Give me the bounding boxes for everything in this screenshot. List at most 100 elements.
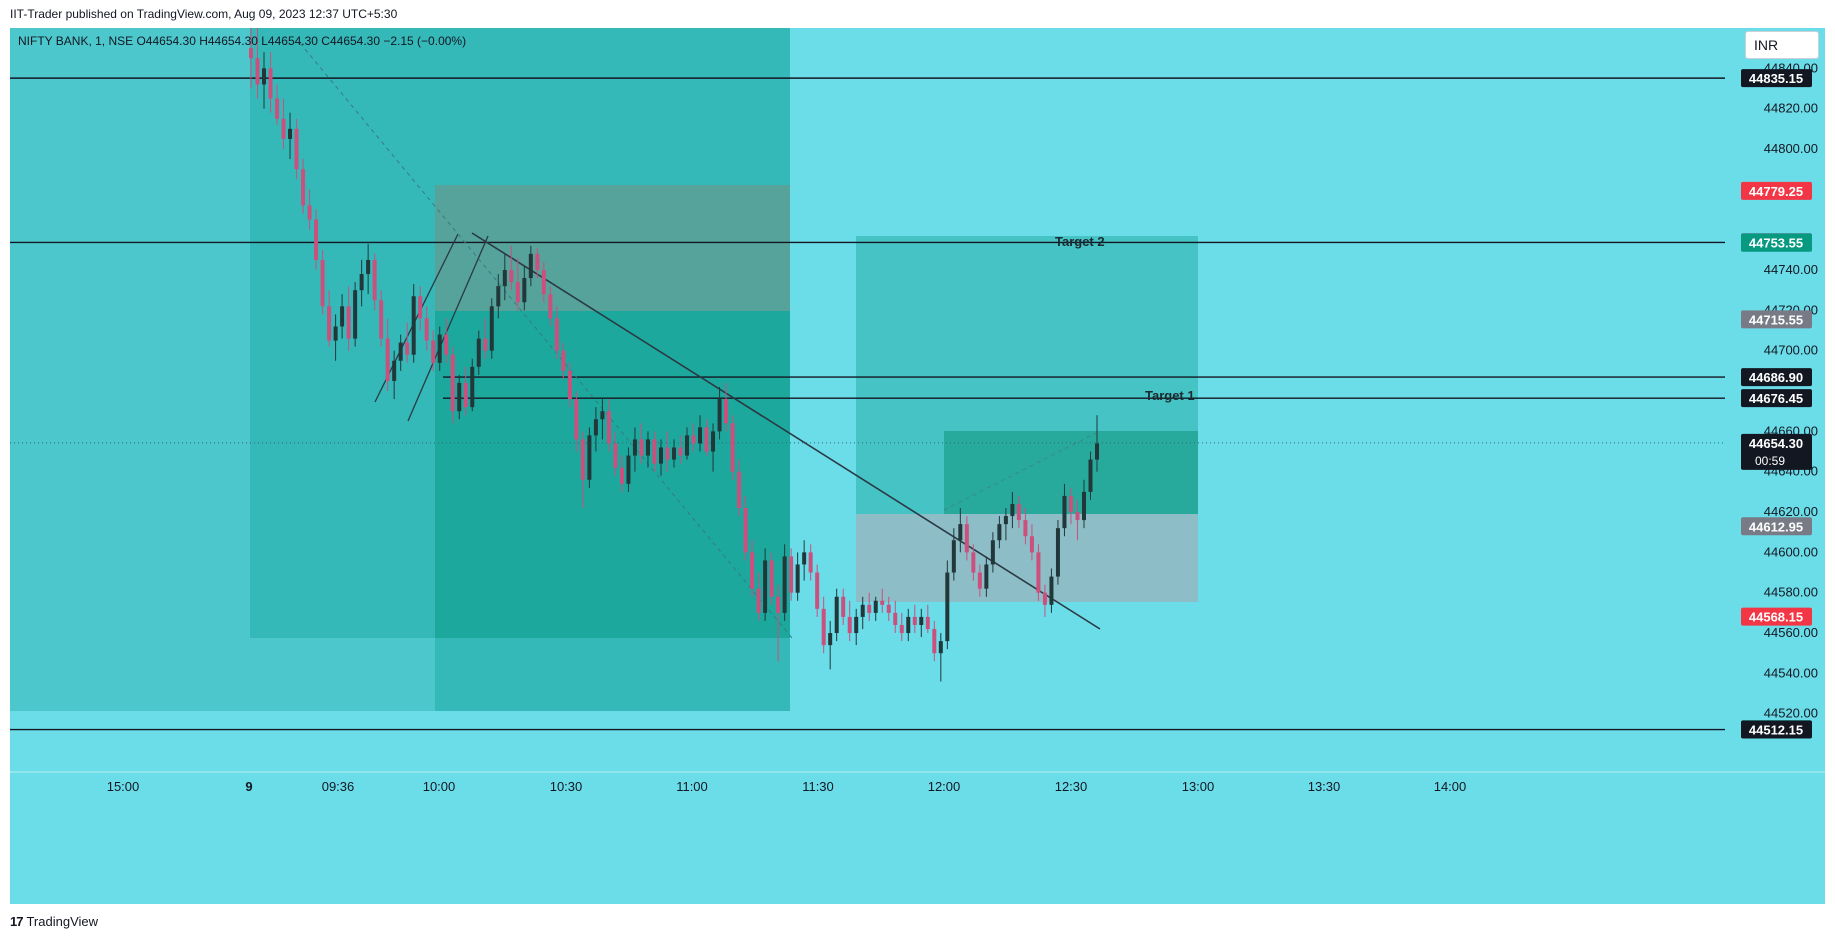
price-tag: 44612.95 bbox=[1741, 517, 1812, 536]
candle bbox=[756, 572, 761, 621]
symbol-legend: NIFTY BANK, 1, NSE O44654.30 H44654.30 L… bbox=[18, 34, 467, 48]
candle-body bbox=[873, 600, 878, 613]
candle-body bbox=[600, 411, 605, 420]
candle bbox=[678, 435, 683, 464]
time-tick-label: 14:00 bbox=[1434, 779, 1467, 794]
candle-body bbox=[444, 334, 449, 355]
time-tick-label: 9 bbox=[245, 779, 252, 794]
candle-body bbox=[645, 439, 650, 456]
candle-body bbox=[288, 128, 293, 139]
candle-body bbox=[275, 98, 280, 119]
candle-body bbox=[476, 338, 481, 367]
candle-body bbox=[353, 290, 358, 339]
candle bbox=[1075, 499, 1080, 541]
candle bbox=[698, 415, 703, 452]
candle bbox=[821, 596, 826, 654]
candle-body bbox=[698, 427, 703, 444]
candle bbox=[971, 544, 976, 581]
candle bbox=[457, 374, 462, 420]
time-tick-label: 11:00 bbox=[676, 779, 708, 794]
candle-body bbox=[346, 306, 351, 339]
candle bbox=[724, 382, 729, 432]
candle bbox=[320, 249, 325, 315]
candle-body bbox=[717, 399, 722, 432]
candle bbox=[665, 431, 670, 472]
candle bbox=[1068, 487, 1073, 525]
price-tag-label: 44753.55 bbox=[1749, 236, 1803, 251]
candle-body bbox=[678, 447, 683, 456]
candle bbox=[333, 314, 338, 361]
candle bbox=[281, 98, 286, 150]
candle bbox=[502, 253, 507, 301]
candle-body bbox=[828, 633, 833, 646]
chart-area[interactable]: Target 2 Target 1 44840.00 44820.00 44800.00… bbox=[10, 28, 1825, 904]
published-text: IIT-Trader published on TradingView.com,… bbox=[10, 7, 398, 21]
candle bbox=[652, 431, 657, 472]
price-tag-box bbox=[1741, 181, 1812, 200]
candle bbox=[1036, 544, 1041, 601]
published-header: IIT-Trader published on TradingView.com,… bbox=[0, 0, 1835, 28]
candle-body bbox=[379, 300, 384, 339]
channel-upper-line bbox=[407, 235, 489, 422]
price-tag-box bbox=[1741, 720, 1812, 739]
time-tick-label: 09:36 bbox=[322, 779, 355, 794]
price-tick-label: 44700.00 bbox=[1764, 343, 1818, 358]
price-tag: 44654.30 00:59 bbox=[1741, 433, 1812, 470]
candle bbox=[1095, 415, 1099, 472]
candle bbox=[704, 419, 709, 456]
candle bbox=[509, 245, 514, 291]
candle bbox=[255, 28, 260, 99]
candle bbox=[743, 495, 748, 561]
time-tick-label: 11:30 bbox=[802, 779, 834, 794]
candle-body bbox=[262, 68, 267, 85]
candle-body bbox=[912, 616, 917, 625]
candle bbox=[782, 544, 787, 621]
candle bbox=[1023, 508, 1028, 545]
tradingview-brand[interactable]: TradingView bbox=[26, 914, 99, 929]
candle bbox=[776, 584, 781, 662]
candle bbox=[854, 608, 859, 646]
candle bbox=[886, 596, 891, 621]
candle-body bbox=[359, 274, 364, 291]
currency-selector[interactable]: INR bbox=[1745, 31, 1819, 59]
candle-body bbox=[1088, 459, 1093, 492]
candle-body bbox=[984, 564, 989, 589]
price-tag: 44676.45 bbox=[1741, 389, 1812, 408]
candle-body bbox=[372, 259, 377, 301]
footer: 17 TradingView bbox=[0, 904, 1835, 939]
candle bbox=[262, 52, 267, 109]
candle bbox=[789, 548, 794, 601]
candle-body bbox=[652, 439, 657, 464]
candle-body bbox=[515, 282, 520, 303]
candle bbox=[763, 548, 768, 621]
candle-body bbox=[613, 443, 618, 468]
candle-body bbox=[1081, 491, 1086, 521]
price-tag-label: 44612.95 bbox=[1749, 519, 1803, 534]
candle bbox=[645, 431, 650, 468]
candle bbox=[977, 564, 982, 597]
candle-body bbox=[776, 596, 781, 613]
candle-body bbox=[691, 435, 696, 444]
candle bbox=[691, 423, 696, 452]
candle-body bbox=[593, 419, 598, 436]
candle bbox=[476, 330, 481, 375]
candle-body bbox=[756, 588, 761, 613]
candle-body bbox=[808, 552, 813, 573]
candle-body bbox=[880, 600, 885, 605]
candle-body bbox=[938, 641, 943, 654]
time-tick-label: 13:30 bbox=[1308, 779, 1341, 794]
candle-body bbox=[483, 338, 488, 351]
candle-body bbox=[405, 342, 410, 355]
candle-body bbox=[587, 435, 592, 480]
candle bbox=[294, 118, 299, 180]
candle bbox=[899, 612, 904, 642]
candle bbox=[997, 516, 1002, 549]
candle bbox=[359, 259, 364, 307]
candle bbox=[372, 253, 377, 311]
price-tick-label: 44520.00 bbox=[1764, 706, 1818, 721]
candle-body bbox=[860, 604, 865, 617]
price-tag: 44779.25 bbox=[1741, 181, 1812, 200]
price-tag-box bbox=[1741, 607, 1812, 626]
candle-body bbox=[1023, 520, 1028, 537]
